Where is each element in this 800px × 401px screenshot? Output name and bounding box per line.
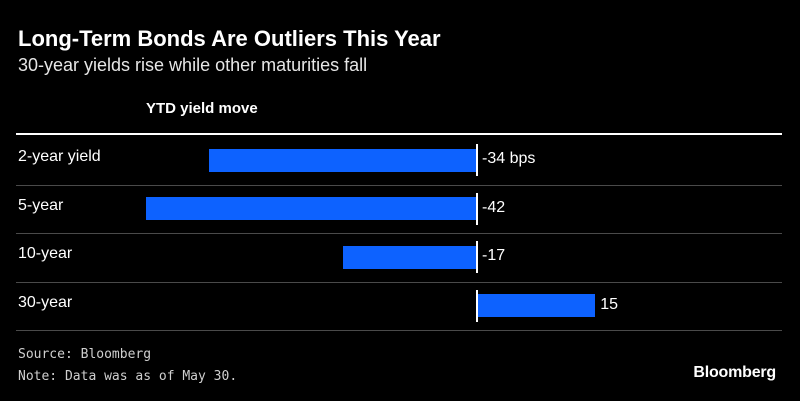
bar [146,197,477,221]
bar [343,245,477,269]
bar [477,294,596,318]
zero-line [476,241,478,274]
zero-line [476,289,478,322]
data-note: Note: Data was as of May 30. [18,369,238,384]
chart-title: Long-Term Bonds Are Outliers This Year [18,26,441,51]
row-separator [16,184,782,186]
value-label: -17 [482,247,506,265]
bar [209,148,477,172]
row-separator [16,330,782,331]
source-note: Source: Bloomberg [18,347,152,362]
zero-line [476,192,478,225]
category-label: 30-year [18,293,73,311]
column-header: YTD yield move [146,100,258,117]
value-label: -34 bps [482,150,536,168]
value-label: -42 [482,198,506,216]
header-rule [16,133,782,135]
bloomberg-logo: Bloomberg [693,364,776,381]
chart-subtitle: 30-year yields rise while other maturiti… [18,55,368,75]
row-separator [16,281,782,283]
category-label: 5-year [18,196,64,214]
value-label: 15 [600,295,618,313]
zero-line [476,144,478,177]
category-label: 2-year yield [18,148,101,166]
row-separator [16,233,782,234]
category-label: 10-year [18,245,73,263]
